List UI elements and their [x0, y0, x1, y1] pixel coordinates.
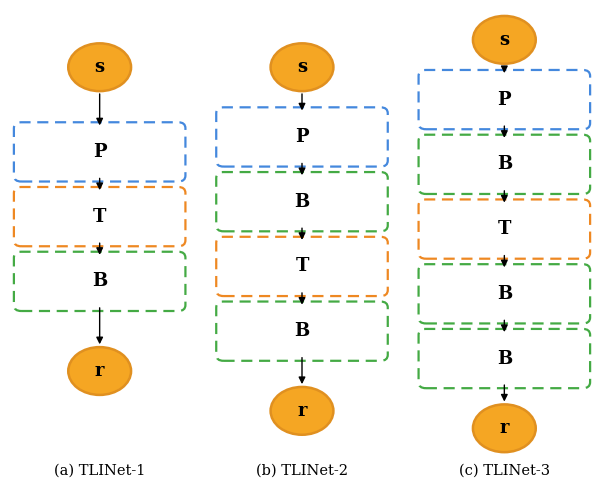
Text: s: s — [297, 58, 307, 76]
Text: (b) TLINet-2: (b) TLINet-2 — [256, 464, 348, 478]
FancyBboxPatch shape — [216, 172, 388, 231]
FancyBboxPatch shape — [216, 237, 388, 296]
FancyBboxPatch shape — [419, 329, 590, 388]
FancyBboxPatch shape — [216, 301, 388, 361]
Ellipse shape — [473, 16, 536, 64]
Text: s: s — [95, 58, 104, 76]
Text: B: B — [496, 155, 512, 173]
Text: T: T — [498, 220, 511, 238]
Text: P: P — [498, 91, 511, 109]
Text: P: P — [295, 128, 309, 146]
Text: B: B — [294, 193, 310, 211]
Text: (a) TLINet-1: (a) TLINet-1 — [54, 464, 146, 478]
Ellipse shape — [271, 43, 333, 91]
Ellipse shape — [473, 404, 536, 452]
Text: s: s — [500, 31, 509, 49]
FancyBboxPatch shape — [419, 199, 590, 259]
Text: T: T — [93, 208, 106, 226]
FancyBboxPatch shape — [419, 134, 590, 194]
Text: P: P — [93, 143, 106, 161]
Text: r: r — [297, 402, 307, 420]
Text: B: B — [496, 350, 512, 368]
FancyBboxPatch shape — [419, 70, 590, 129]
Text: B: B — [294, 322, 310, 340]
Text: (c) TLINet-3: (c) TLINet-3 — [459, 464, 550, 478]
FancyBboxPatch shape — [14, 122, 185, 182]
FancyBboxPatch shape — [419, 264, 590, 324]
FancyBboxPatch shape — [14, 187, 185, 247]
Text: B: B — [92, 272, 108, 290]
Ellipse shape — [68, 43, 131, 91]
FancyBboxPatch shape — [216, 108, 388, 166]
Ellipse shape — [68, 347, 131, 395]
Text: T: T — [295, 257, 309, 275]
Text: B: B — [496, 285, 512, 303]
Ellipse shape — [271, 387, 333, 435]
Text: r: r — [500, 419, 509, 437]
FancyBboxPatch shape — [14, 252, 185, 311]
Text: r: r — [95, 362, 104, 380]
